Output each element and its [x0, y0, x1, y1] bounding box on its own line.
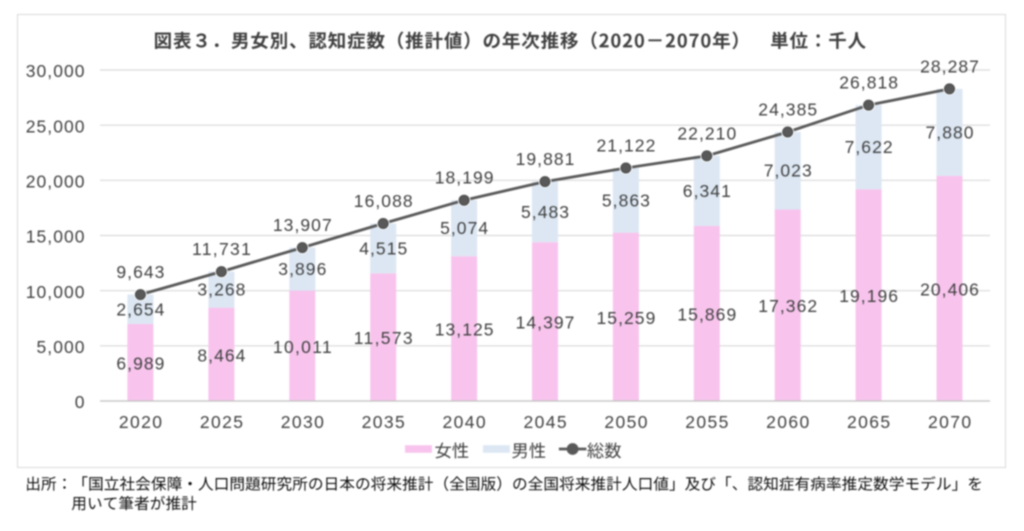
- svg-text:5,000: 5,000: [37, 337, 85, 357]
- svg-text:7,622: 7,622: [845, 137, 893, 157]
- svg-text:26,818: 26,818: [839, 73, 898, 93]
- svg-text:30,000: 30,000: [26, 61, 85, 81]
- svg-text:20,406: 20,406: [920, 279, 979, 299]
- svg-text:21,122: 21,122: [597, 136, 656, 156]
- svg-text:15,000: 15,000: [26, 227, 85, 247]
- svg-text:5,863: 5,863: [602, 190, 650, 210]
- svg-text:28,287: 28,287: [920, 56, 979, 76]
- svg-text:22,210: 22,210: [677, 124, 736, 144]
- svg-text:2035: 2035: [362, 412, 405, 432]
- svg-text:4,515: 4,515: [359, 238, 407, 258]
- svg-text:16,088: 16,088: [354, 191, 413, 211]
- svg-text:3,268: 3,268: [197, 280, 245, 300]
- svg-text:11,573: 11,573: [354, 328, 413, 348]
- svg-text:11,731: 11,731: [192, 239, 251, 259]
- svg-text:20,000: 20,000: [26, 172, 85, 192]
- svg-text:10,011: 10,011: [273, 337, 332, 357]
- svg-text:2025: 2025: [200, 412, 243, 432]
- svg-text:19,881: 19,881: [516, 149, 575, 169]
- svg-text:13,125: 13,125: [435, 320, 494, 340]
- svg-text:17,362: 17,362: [758, 296, 817, 316]
- svg-text:13,907: 13,907: [273, 215, 332, 235]
- svg-text:9,643: 9,643: [116, 262, 164, 282]
- svg-text:25,000: 25,000: [26, 116, 85, 136]
- svg-text:2065: 2065: [847, 412, 890, 432]
- svg-text:14,397: 14,397: [516, 313, 575, 333]
- svg-text:2050: 2050: [604, 412, 647, 432]
- svg-text:5,074: 5,074: [440, 218, 488, 238]
- svg-text:10,000: 10,000: [26, 282, 85, 302]
- svg-text:5,483: 5,483: [521, 202, 569, 222]
- svg-text:18,199: 18,199: [435, 168, 494, 188]
- svg-text:15,869: 15,869: [677, 305, 736, 325]
- svg-text:2040: 2040: [443, 412, 486, 432]
- svg-text:6,989: 6,989: [116, 354, 164, 374]
- svg-text:24,385: 24,385: [758, 100, 817, 120]
- svg-text:2,654: 2,654: [116, 299, 164, 319]
- svg-text:15,259: 15,259: [597, 308, 656, 328]
- svg-text:2055: 2055: [685, 412, 728, 432]
- svg-text:7,880: 7,880: [926, 122, 974, 142]
- svg-text:3,896: 3,896: [278, 259, 326, 279]
- svg-text:19,196: 19,196: [839, 286, 898, 306]
- svg-text:2020: 2020: [119, 412, 162, 432]
- svg-text:0: 0: [75, 392, 85, 412]
- svg-text:7,023: 7,023: [764, 161, 812, 181]
- svg-text:2045: 2045: [523, 412, 566, 432]
- svg-text:2070: 2070: [928, 412, 971, 432]
- svg-text:8,464: 8,464: [197, 345, 245, 365]
- svg-text:2060: 2060: [766, 412, 809, 432]
- svg-text:2030: 2030: [281, 412, 324, 432]
- svg-text:6,341: 6,341: [683, 181, 731, 201]
